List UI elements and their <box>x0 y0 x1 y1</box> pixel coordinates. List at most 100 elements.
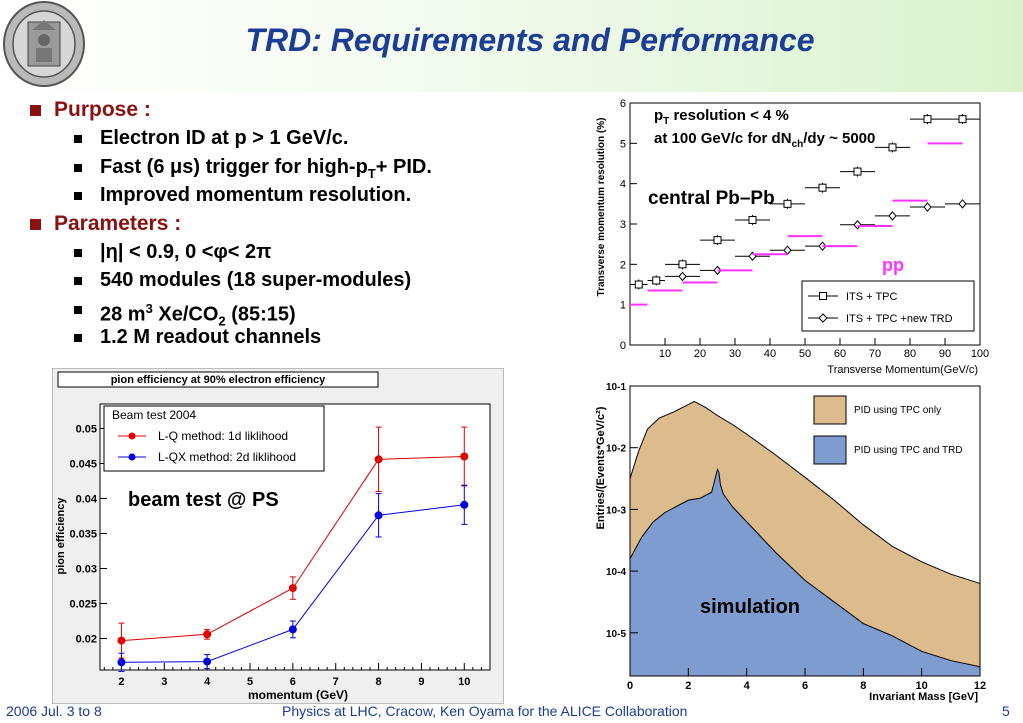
chart2-xtick-label: 30 <box>729 348 741 360</box>
chart3-ytick-label: 10-4 <box>606 567 626 578</box>
chart3-ytick-label: 10-2 <box>606 444 626 455</box>
chart2-annotation-4: pp <box>882 255 904 275</box>
pion-efficiency-chart: pion efficiency at 90% electron efficien… <box>52 368 504 704</box>
chart3-xtick-label: 2 <box>685 680 691 692</box>
chart2-point-its-tpc <box>634 280 643 289</box>
chart1-xtick-label: 2 <box>118 676 124 688</box>
chart1-point <box>203 630 212 639</box>
chart1-xtick-label: 8 <box>376 676 382 688</box>
chart2-ytick-label: 4 <box>620 179 626 191</box>
chart2-xtick-label: 70 <box>869 348 881 360</box>
chart1-point <box>460 452 469 461</box>
parameter-item: 1.2 M readout channels <box>28 323 568 352</box>
chart1-ytick-label: 0.03 <box>76 564 97 576</box>
university-seal-icon <box>3 1 85 87</box>
chart2-point-its-tpc <box>958 115 967 124</box>
chart2-point-its-tpc <box>888 143 897 152</box>
chart1-xtick-label: 10 <box>458 676 470 688</box>
purpose-heading: Purpose : <box>28 96 568 124</box>
purpose-item: Improved momentum resolution. <box>28 181 568 210</box>
purpose-item: Electron ID at p > 1 GeV/c. <box>28 124 568 153</box>
chart2-xtick-label: 40 <box>764 348 776 360</box>
chart2-ytick-label: 6 <box>620 98 626 110</box>
chart1-point <box>374 455 383 464</box>
chart1-xlabel: momentum (GeV) <box>248 688 348 702</box>
chart1-ytick-label: 0.02 <box>76 634 97 646</box>
chart2-annotation-1: pT resolution < 4 % <box>654 107 789 127</box>
chart1-ytick-label: 0.05 <box>76 424 97 436</box>
footer-conference: Physics at LHC, Cracow, Ken Oyama for th… <box>282 703 688 719</box>
chart2-xtick-label: 50 <box>799 348 811 360</box>
chart2-legend-its-tpc: ITS + TPC <box>846 291 898 303</box>
chart2-legend-its-tpc-trd: ITS + TPC +new TRD <box>846 313 953 325</box>
chart2-annotation-3: central Pb–Pb <box>648 188 775 209</box>
chart1-point <box>203 657 212 666</box>
chart1-legend-title: Beam test 2004 <box>112 408 196 422</box>
footer-date: 2006 Jul. 3 to 8 <box>6 703 102 719</box>
chart1-legend-lqx: L-QX method: 2d liklihood <box>158 450 296 464</box>
chart1-point <box>117 636 126 645</box>
chart1-point <box>117 658 126 667</box>
footer-page-number: 5 <box>1002 703 1010 719</box>
chart2-point-its-tpc <box>678 260 687 269</box>
chart2-ytick-label: 5 <box>620 138 626 150</box>
chart2-xlabel: Transverse Momentum(GeV/c) <box>827 364 978 376</box>
chart3-xtick-label: 12 <box>974 680 986 692</box>
chart1-ylabel: pion efficiency <box>55 497 67 575</box>
chart2-xtick-label: 20 <box>694 348 706 360</box>
chart1-point <box>374 511 383 520</box>
chart1-point <box>460 500 469 509</box>
chart1-ytick-label: 0.04 <box>76 494 98 506</box>
chart2-point-its-tpc-trd <box>923 202 932 212</box>
chart2-point-its-tpc <box>783 199 792 208</box>
chart3-xlabel: Invariant Mass [GeV] <box>869 691 978 703</box>
chart1-xtick-label: 4 <box>204 676 211 688</box>
chart1-ytick-label: 0.045 <box>69 459 97 471</box>
chart1-xtick-label: 3 <box>161 676 167 688</box>
chart2-point-its-tpc <box>818 183 827 192</box>
bullet-list: Purpose : Electron ID at p > 1 GeV/c. Fa… <box>28 96 568 352</box>
chart2-ylabel: Transverse momentum resolution (%) <box>596 118 607 297</box>
chart2-ytick-label: 2 <box>620 259 626 271</box>
chart3-legend-tpc-only: PID using TPC only <box>854 405 941 416</box>
chart2-point-its-tpc-trd <box>958 199 967 209</box>
chart2-point-its-tpc <box>652 276 661 285</box>
chart2-ytick-label: 1 <box>620 300 626 312</box>
chart1-ytick-label: 0.025 <box>69 599 97 611</box>
chart3-ylabel: Entries/(Events*GeV/c²) <box>595 406 607 529</box>
chart2-point-its-tpc-trd <box>888 211 897 221</box>
purpose-item: Fast (6 μs) trigger for high-pT+ PID. <box>28 153 568 182</box>
chart1-point <box>288 584 297 593</box>
chart2-point-its-tpc <box>853 167 862 176</box>
chart3-ytick-label: 10-1 <box>606 382 626 393</box>
chart1-title: pion efficiency at 90% electron efficien… <box>111 374 326 386</box>
chart2-xtick-label: 100 <box>971 348 989 360</box>
chart1-point <box>288 625 297 634</box>
chart3-legend-tpc-trd: PID using TPC and TRD <box>854 445 963 456</box>
chart2-ytick-label: 3 <box>620 219 626 231</box>
parameter-item: 28 m3 Xe/CO2 (85:15) <box>28 295 568 328</box>
momentum-resolution-chart: 10 20 30 40 50 60 70 80 90 100 0 1 2 3 4 5 6 pT resoluti… <box>590 95 990 379</box>
chart2-xtick-label: 80 <box>904 348 916 360</box>
chart1-xtick-label: 7 <box>333 676 339 688</box>
chart3-xtick-label: 4 <box>744 680 751 692</box>
chart3-ytick-label: 10-5 <box>606 629 626 640</box>
chart2-point-its-tpc-trd <box>853 220 862 230</box>
invariant-mass-chart: 0 2 4 6 8 10 12 10-1 10-2 10-3 10-4 10-5 PID using … <box>568 378 990 704</box>
parameters-heading: Parameters : <box>28 210 568 238</box>
chart1-xtick-label: 9 <box>418 676 424 688</box>
chart3-xtick-label: 10 <box>916 680 928 692</box>
chart2-ytick-label: 0 <box>620 340 626 352</box>
chart1-xtick-label: 6 <box>290 676 296 688</box>
chart3-xtick-label: 0 <box>627 680 633 692</box>
title-band <box>0 0 1023 92</box>
chart1-ytick-label: 0.035 <box>69 529 97 541</box>
chart3-xtick-label: 8 <box>860 680 866 692</box>
chart2-xtick-label: 10 <box>659 348 671 360</box>
chart2-point-its-tpc <box>923 115 932 124</box>
chart2-point-its-tpc <box>713 236 722 245</box>
chart2-xtick-label: 60 <box>834 348 846 360</box>
parameter-item: 540 modules (18 super-modules) <box>28 266 568 295</box>
chart1-annotation: beam test @ PS <box>128 489 279 511</box>
chart3-area-tpc-trd <box>629 467 981 677</box>
